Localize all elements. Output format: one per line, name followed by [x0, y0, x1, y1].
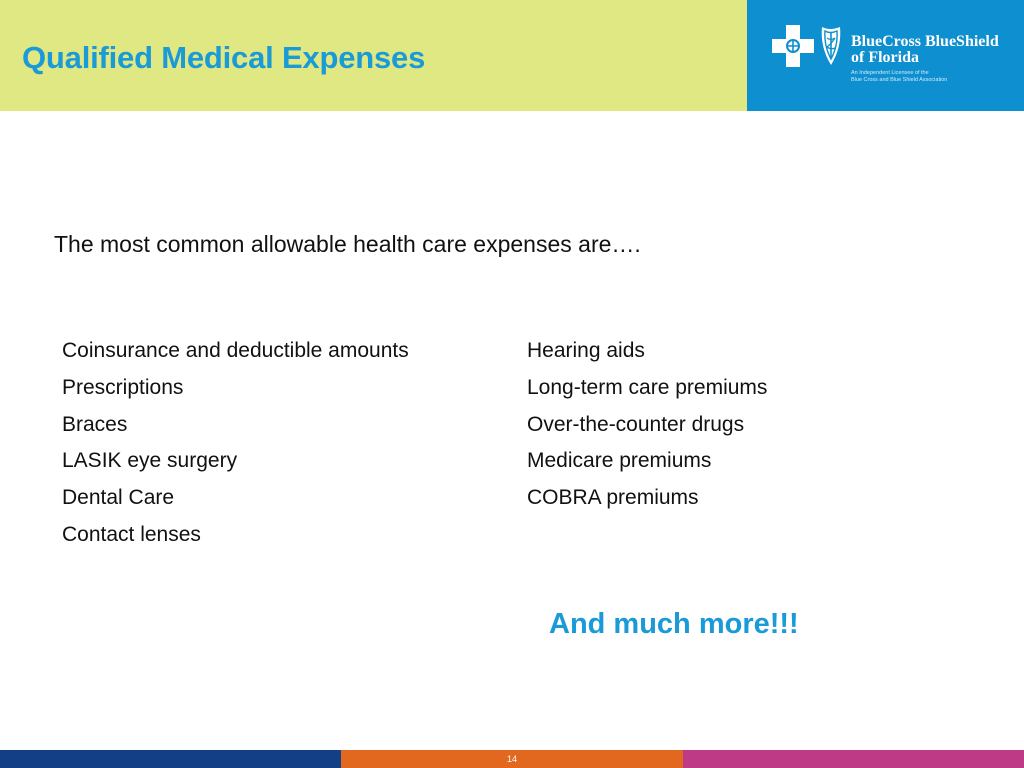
expense-item: LASIK eye surgery [62, 449, 238, 473]
expense-item: Dental Care [62, 486, 175, 510]
footer-segment-magenta [683, 750, 1024, 768]
brand-logo-symbols [772, 25, 841, 67]
footer-segment-blue [0, 750, 341, 768]
brand-name-line2: of Florida [851, 49, 919, 66]
slide-title: Qualified Medical Expenses [22, 40, 426, 75]
brand-logo: BlueCross BlueShield of Florida An Indep… [747, 0, 1024, 111]
expense-item: Coinsurance and deductible amounts [62, 339, 409, 362]
expense-item: Contact lenses [62, 522, 201, 546]
brand-tagline-line2: Blue Cross and Blue Shield Association [851, 77, 948, 83]
brand-tagline: An Independent Licensee of the Blue Cros… [851, 70, 947, 84]
expense-list-left: Coinsurance and deductible amounts Presc… [62, 333, 409, 554]
brand-name-line1: BlueCross BlueShield [851, 33, 999, 50]
brand-name: BlueCross BlueShield of Florida [851, 34, 999, 66]
expense-item: Over-the-counter drugs [527, 412, 745, 436]
brand-tagline-line1: An Independent Licensee of the [851, 70, 929, 76]
intro-text: The most common allowable health care ex… [54, 231, 641, 257]
expense-item: Braces [62, 412, 128, 436]
expense-item: Medicare premiums [527, 449, 712, 473]
expense-item: Hearing aids [527, 339, 645, 362]
emphasis-text: And much more!!! [549, 608, 799, 640]
expense-item: Long-term care premiums [527, 375, 768, 399]
header-band: Qualified Medical Expenses [0, 0, 747, 111]
blue-shield-logo-icon [821, 27, 841, 65]
page-number: 14 [506, 754, 517, 764]
expense-item: COBRA premiums [527, 486, 699, 510]
expense-list-right: Hearing aids Long-term care premiums Ove… [527, 333, 767, 517]
footer-segment-orange: 14 [341, 750, 683, 768]
blue-cross-logo-icon [772, 25, 814, 67]
footer-bar: 14 [0, 750, 1024, 768]
expense-item: Prescriptions [62, 375, 184, 399]
